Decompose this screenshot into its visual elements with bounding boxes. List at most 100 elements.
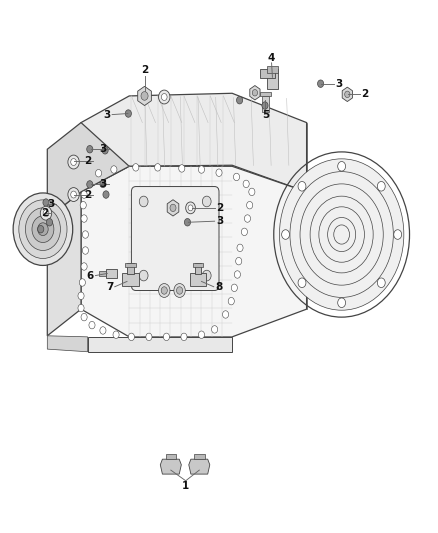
Circle shape: [338, 161, 346, 171]
Circle shape: [236, 257, 242, 265]
Text: 3: 3: [100, 179, 107, 189]
Circle shape: [43, 209, 49, 216]
Circle shape: [298, 181, 306, 191]
Circle shape: [394, 230, 402, 239]
Bar: [122, 273, 139, 286]
Circle shape: [161, 94, 167, 100]
Text: 7: 7: [106, 282, 113, 292]
Circle shape: [25, 208, 60, 251]
Circle shape: [181, 333, 187, 341]
Circle shape: [133, 164, 139, 171]
Circle shape: [71, 159, 76, 165]
Circle shape: [46, 219, 53, 226]
Bar: [267, 66, 278, 72]
Polygon shape: [167, 200, 179, 216]
Circle shape: [40, 206, 52, 220]
Circle shape: [68, 155, 79, 169]
Circle shape: [170, 204, 176, 212]
Text: 2: 2: [361, 90, 368, 99]
Circle shape: [244, 215, 251, 222]
Polygon shape: [189, 459, 210, 474]
Polygon shape: [47, 123, 129, 219]
Circle shape: [87, 181, 93, 188]
Circle shape: [111, 166, 117, 173]
Circle shape: [102, 147, 108, 154]
Circle shape: [338, 298, 346, 308]
Circle shape: [241, 228, 247, 236]
Circle shape: [71, 191, 76, 198]
Circle shape: [228, 297, 234, 305]
FancyBboxPatch shape: [131, 187, 219, 290]
Circle shape: [81, 191, 87, 198]
Bar: [195, 263, 201, 274]
Circle shape: [262, 102, 268, 109]
Circle shape: [95, 169, 102, 177]
Bar: [99, 271, 106, 276]
Circle shape: [174, 284, 185, 297]
Text: 8: 8: [215, 282, 223, 292]
Circle shape: [82, 231, 88, 238]
Polygon shape: [138, 86, 152, 106]
Polygon shape: [342, 87, 353, 101]
Bar: [125, 263, 136, 266]
Bar: [194, 454, 205, 459]
Circle shape: [113, 331, 119, 338]
Circle shape: [298, 278, 306, 288]
Circle shape: [198, 331, 205, 338]
Bar: [262, 96, 269, 112]
Circle shape: [68, 188, 79, 201]
Circle shape: [202, 196, 211, 207]
Text: 6: 6: [87, 271, 94, 280]
Circle shape: [282, 230, 290, 239]
Circle shape: [202, 270, 211, 281]
Circle shape: [38, 225, 44, 233]
Circle shape: [159, 284, 170, 297]
Circle shape: [80, 201, 86, 209]
Circle shape: [184, 219, 191, 226]
Circle shape: [279, 159, 404, 310]
Bar: [260, 92, 271, 96]
Circle shape: [139, 270, 148, 281]
Bar: [267, 69, 278, 90]
Circle shape: [159, 90, 170, 104]
Circle shape: [100, 327, 106, 334]
Circle shape: [212, 326, 218, 333]
Circle shape: [188, 205, 193, 211]
Circle shape: [43, 199, 49, 206]
Polygon shape: [81, 93, 307, 192]
Circle shape: [103, 191, 109, 198]
Circle shape: [186, 202, 195, 214]
Circle shape: [223, 311, 229, 318]
Text: 2: 2: [84, 157, 91, 166]
Circle shape: [216, 169, 222, 176]
Circle shape: [89, 321, 95, 329]
Circle shape: [78, 304, 84, 312]
Bar: [190, 273, 206, 286]
Text: 2: 2: [216, 203, 223, 213]
Polygon shape: [88, 337, 232, 352]
Circle shape: [13, 193, 73, 265]
Circle shape: [198, 166, 205, 173]
Polygon shape: [47, 192, 81, 336]
Circle shape: [81, 263, 87, 270]
Circle shape: [128, 333, 134, 341]
Circle shape: [139, 196, 148, 207]
Circle shape: [79, 279, 85, 286]
Circle shape: [234, 271, 240, 278]
Circle shape: [146, 333, 152, 341]
Circle shape: [32, 216, 54, 243]
Circle shape: [163, 333, 170, 341]
Circle shape: [249, 188, 255, 196]
Circle shape: [243, 180, 249, 188]
Circle shape: [81, 313, 87, 321]
Circle shape: [378, 181, 385, 191]
Circle shape: [237, 96, 243, 104]
Circle shape: [233, 173, 240, 181]
Bar: [260, 69, 275, 78]
Polygon shape: [250, 86, 260, 100]
Bar: [106, 269, 117, 278]
Circle shape: [81, 215, 87, 222]
Circle shape: [231, 284, 237, 292]
Circle shape: [78, 292, 84, 300]
Circle shape: [87, 146, 93, 153]
